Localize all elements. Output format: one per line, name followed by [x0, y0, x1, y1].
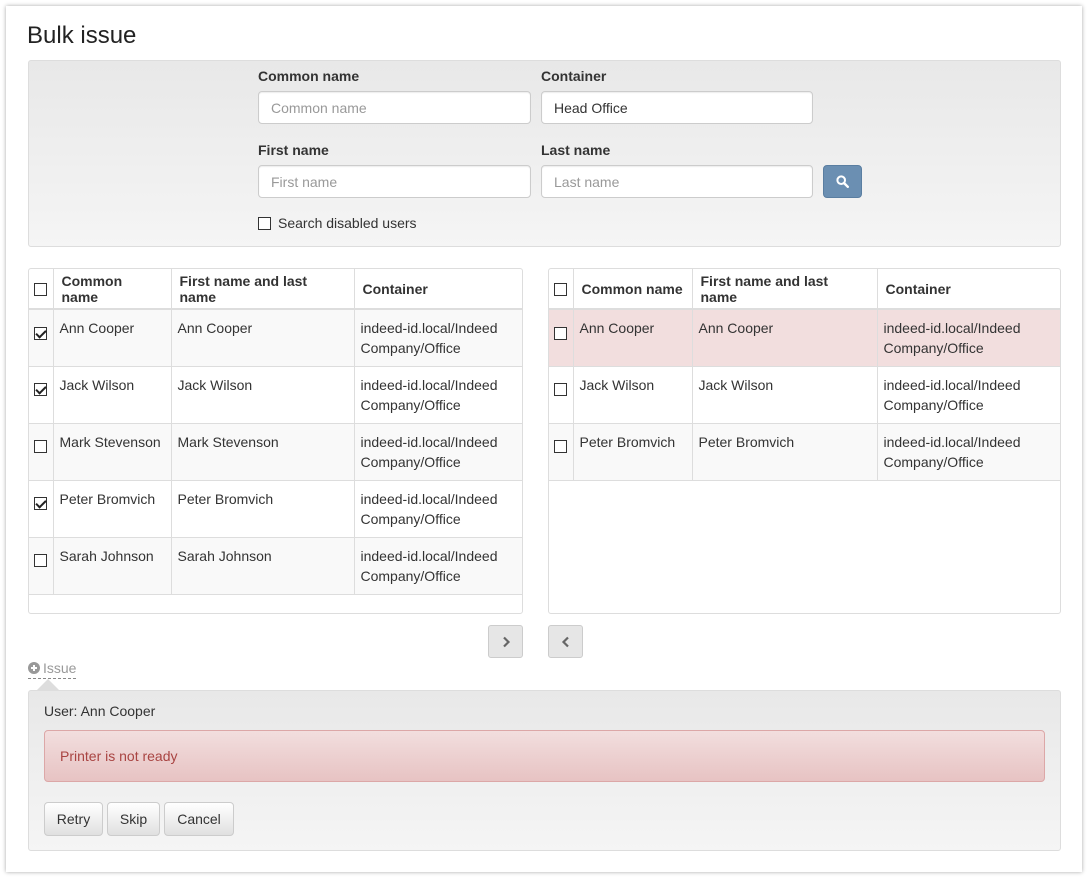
container-cell: indeed-id.local/Indeed Company/Office	[354, 366, 522, 424]
common-name-cell: Peter Bromvich	[573, 423, 693, 481]
last-name-label: Last name	[541, 142, 611, 158]
common-name-cell: Ann Cooper	[53, 309, 172, 367]
container-label: Container	[541, 68, 607, 84]
full-name-cell: Jack Wilson	[692, 366, 878, 424]
container-input[interactable]	[541, 91, 813, 124]
container-cell: indeed-id.local/Indeed Company/Office	[877, 309, 1060, 367]
table-row[interactable]: Peter Bromvich Peter Bromvich indeed-id.…	[549, 423, 1060, 481]
table-row[interactable]: Peter Bromvich Peter Bromvich indeed-id.…	[29, 480, 522, 538]
column-header[interactable]: First name and last name	[692, 269, 878, 310]
row-checkbox[interactable]	[554, 440, 567, 454]
common-name-cell: Sarah Johnson	[53, 537, 172, 595]
full-name-cell: Peter Bromvich	[692, 423, 878, 481]
common-name-cell: Jack Wilson	[53, 366, 172, 424]
row-checkbox[interactable]	[34, 326, 47, 340]
row-checkbox[interactable]	[34, 440, 47, 454]
container-cell: indeed-id.local/Indeed Company/Office	[354, 423, 522, 481]
chevron-left-icon	[561, 636, 569, 647]
skip-button[interactable]: Skip	[107, 802, 160, 836]
column-header[interactable]: Container	[877, 269, 1060, 310]
full-name-cell: Peter Bromvich	[171, 480, 355, 538]
search-button[interactable]	[823, 165, 862, 198]
row-checkbox[interactable]	[34, 383, 47, 397]
table-row[interactable]: Ann Cooper Ann Cooper indeed-id.local/In…	[549, 309, 1060, 367]
table-row[interactable]: Sarah Johnson Sarah Johnson indeed-id.lo…	[29, 537, 522, 595]
row-checkbox[interactable]	[34, 497, 47, 511]
row-checkbox[interactable]	[554, 383, 567, 397]
available-users-table: Common name First name and last name Con…	[28, 268, 523, 614]
move-right-button[interactable]	[488, 625, 523, 658]
row-checkbox[interactable]	[34, 554, 47, 568]
first-name-input[interactable]	[258, 165, 531, 198]
issue-toggle[interactable]: Issue	[28, 660, 77, 679]
container-cell: indeed-id.local/Indeed Company/Office	[877, 366, 1060, 424]
container-cell: indeed-id.local/Indeed Company/Office	[354, 480, 522, 538]
full-name-cell: Sarah Johnson	[171, 537, 355, 595]
search-disabled-users[interactable]: Search disabled users	[258, 215, 417, 231]
select-all-checkbox[interactable]	[34, 283, 47, 297]
table-row[interactable]: Jack Wilson Jack Wilson indeed-id.local/…	[29, 366, 522, 424]
first-name-label: First name	[258, 142, 329, 158]
select-all-checkbox[interactable]	[554, 283, 567, 297]
search-disabled-checkbox[interactable]	[258, 216, 271, 230]
chevron-right-icon	[502, 636, 510, 647]
common-name-label: Common name	[258, 68, 360, 84]
search-icon	[836, 175, 849, 188]
container-cell: indeed-id.local/Indeed Company/Office	[877, 423, 1060, 481]
row-checkbox[interactable]	[554, 326, 567, 340]
page-title: Bulk issue	[27, 22, 137, 49]
full-name-cell: Ann Cooper	[171, 309, 355, 367]
plus-circle-icon	[28, 662, 40, 674]
error-alert: Printer is not ready	[44, 730, 1045, 782]
common-name-cell: Ann Cooper	[573, 309, 693, 367]
common-name-input[interactable]	[258, 91, 531, 124]
panel-pointer	[36, 679, 60, 691]
last-name-input[interactable]	[541, 165, 813, 198]
table-row[interactable]: Jack Wilson Jack Wilson indeed-id.local/…	[549, 366, 1060, 424]
common-name-cell: Peter Bromvich	[53, 480, 172, 538]
column-header[interactable]: First name and last name	[171, 269, 355, 310]
search-disabled-label: Search disabled users	[278, 215, 417, 231]
full-name-cell: Jack Wilson	[171, 366, 355, 424]
column-header[interactable]: Common name	[573, 269, 693, 310]
cancel-button[interactable]: Cancel	[164, 802, 234, 836]
common-name-cell: Mark Stevenson	[53, 423, 172, 481]
container-cell: indeed-id.local/Indeed Company/Office	[354, 309, 522, 367]
issue-user: User: Ann Cooper	[44, 703, 156, 719]
column-header[interactable]: Common name	[53, 269, 172, 310]
selected-users-table: Common name First name and last name Con…	[548, 268, 1061, 614]
table-row[interactable]: Mark Stevenson Mark Stevenson indeed-id.…	[29, 423, 522, 481]
full-name-cell: Ann Cooper	[692, 309, 878, 367]
container-cell: indeed-id.local/Indeed Company/Office	[354, 537, 522, 595]
full-name-cell: Mark Stevenson	[171, 423, 355, 481]
issue-toggle-label: Issue	[43, 660, 77, 676]
table-row[interactable]: Ann Cooper Ann Cooper indeed-id.local/In…	[29, 309, 522, 367]
retry-button[interactable]: Retry	[44, 802, 103, 836]
column-header[interactable]: Container	[354, 269, 522, 310]
move-left-button[interactable]	[548, 625, 583, 658]
common-name-cell: Jack Wilson	[573, 366, 693, 424]
